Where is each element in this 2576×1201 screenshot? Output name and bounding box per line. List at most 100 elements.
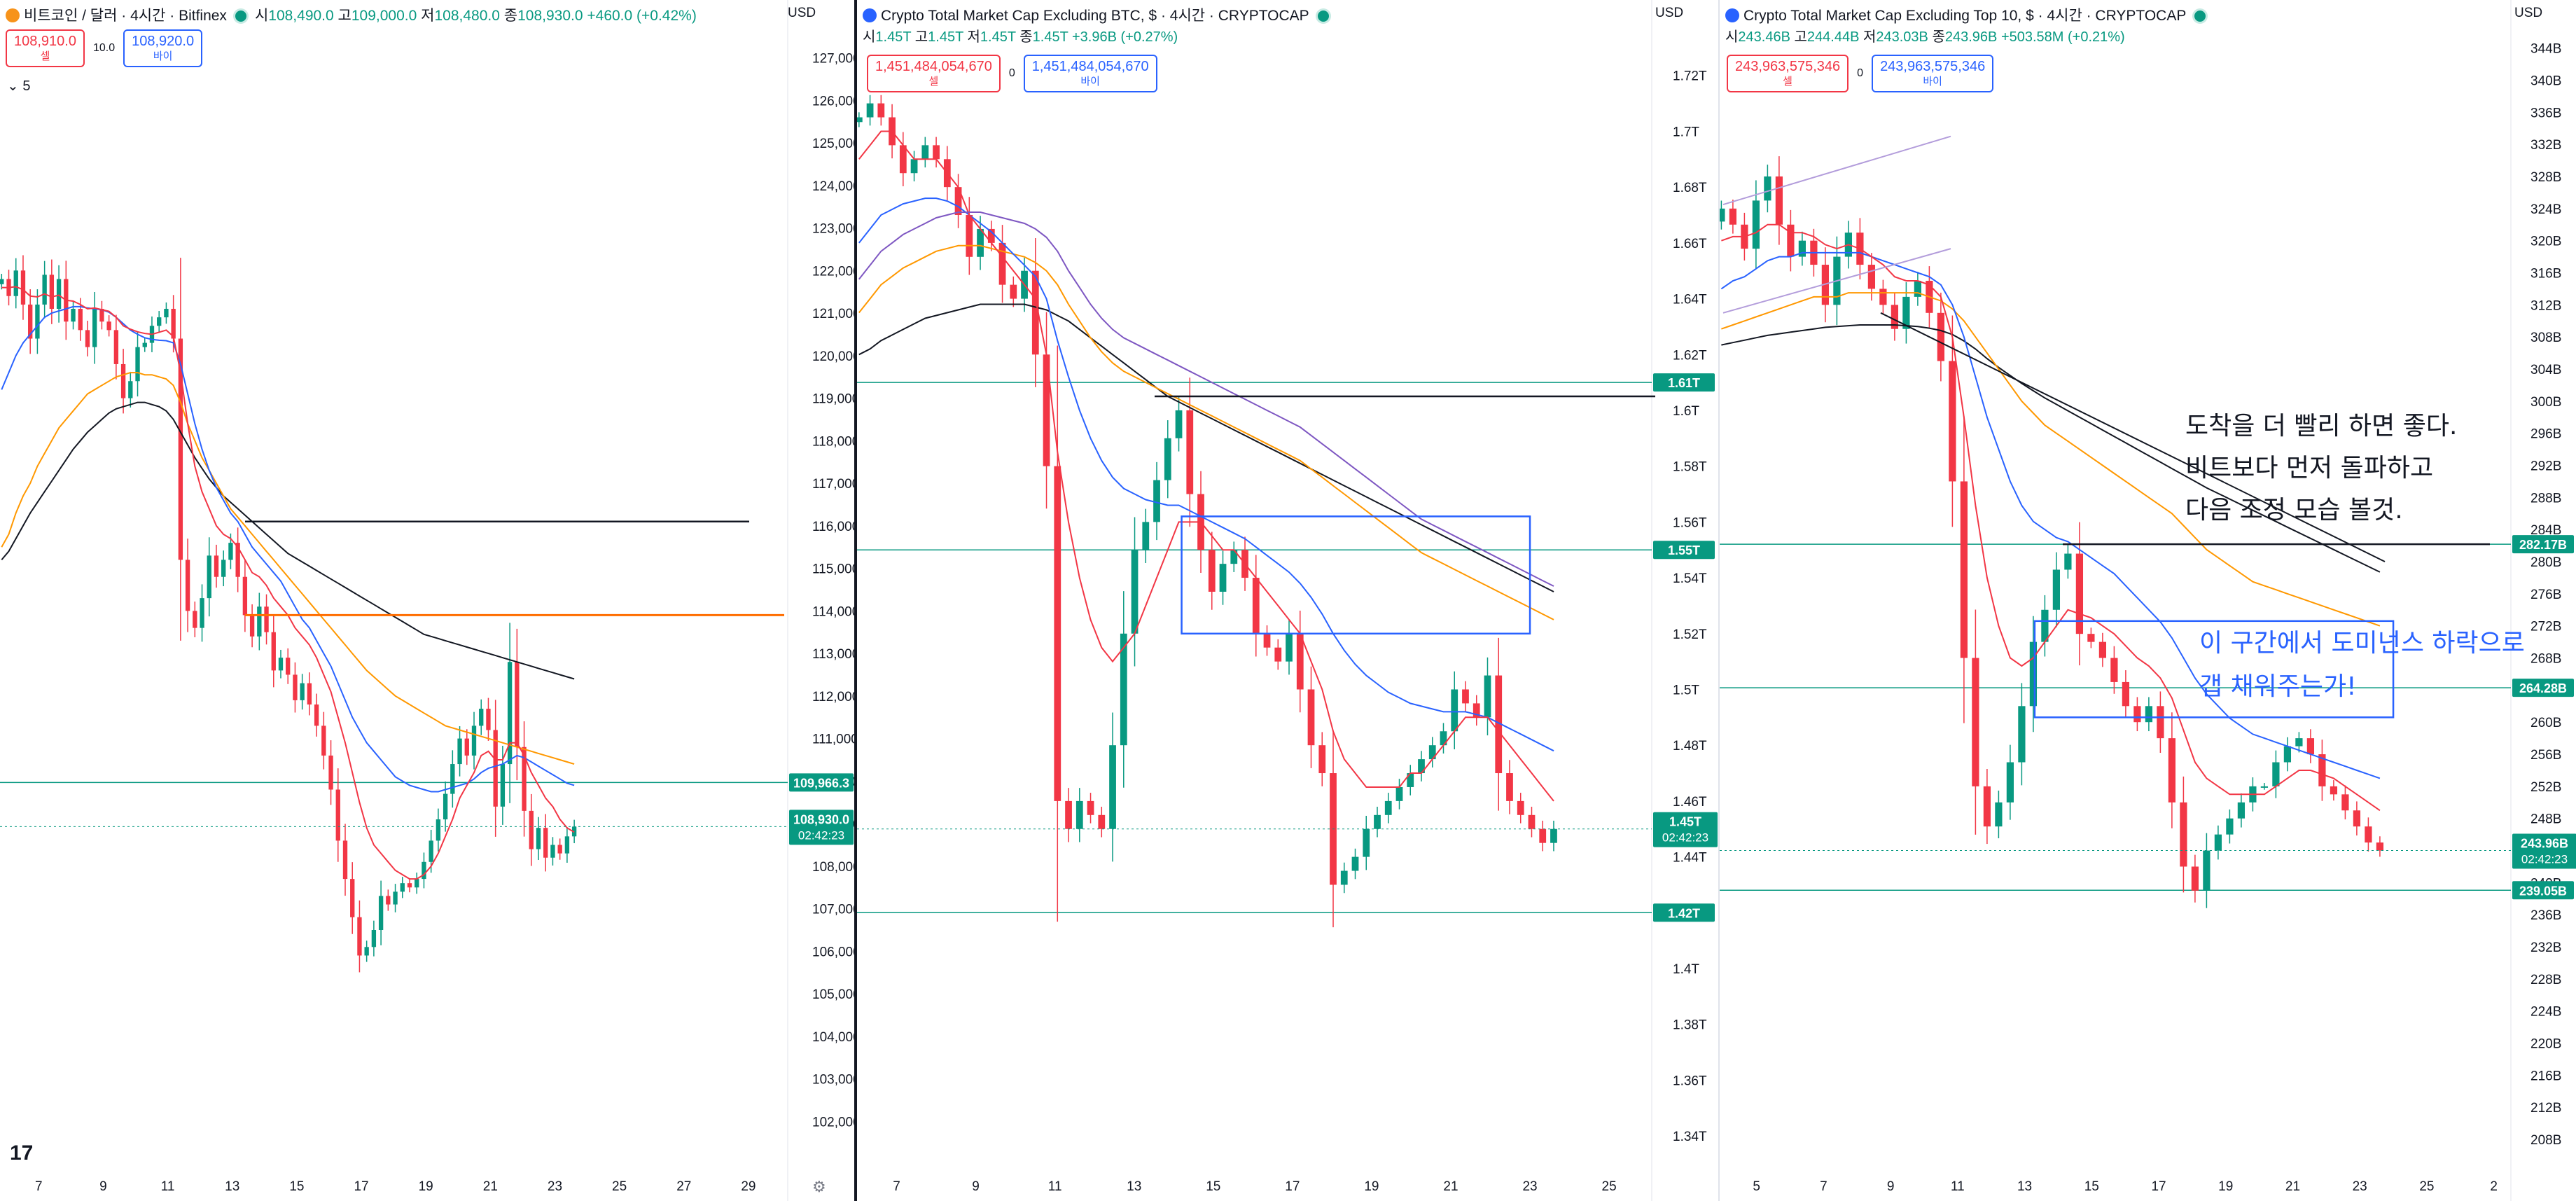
bitcoin-icon (6, 8, 20, 22)
chart-canvas-btc[interactable]: 127,000.0 126,000.0 125,000.0 124,000.0 123,… (0, 0, 854, 1201)
candle-body (1120, 633, 1127, 746)
symbol-header[interactable]: Crypto Total Market Cap Excluding Top 10… (1725, 4, 2214, 25)
candle-body (1351, 856, 1359, 871)
candle-body (85, 330, 90, 347)
chart-canvas-others[interactable]: 344B 340B 336B 332B 328B 324B 320B 316B 312B 308B… (1720, 0, 2576, 1201)
x-tick-label: 15 (2084, 1179, 2099, 1194)
y-tick-label: 118,000.0 (812, 434, 854, 449)
sell-button[interactable]: 1,451,484,054,670 셀 (867, 55, 1001, 92)
candle-body (42, 275, 47, 305)
candle-body (1867, 265, 1876, 289)
sell-button[interactable]: 243,963,575,346 셀 (1727, 55, 1849, 92)
x-tick-label: 13 (225, 1179, 239, 1194)
candle-body (1983, 786, 1991, 827)
candle-body (28, 304, 33, 339)
x-tick-label: 19 (2218, 1179, 2233, 1194)
currency-label[interactable]: USD (788, 6, 816, 20)
symbol-header[interactable]: 비트코인 / 달러 · 4시간 · Bitfinex 시108,490.0 고10… (6, 4, 697, 25)
pane-divider[interactable] (1718, 0, 1720, 1201)
candle-body (2226, 818, 2234, 835)
y-tick-label: 1.62T (1673, 348, 1707, 363)
candle-body (207, 555, 211, 599)
candle-body (2214, 834, 2222, 851)
candle-body (1720, 208, 1725, 222)
candle-body (500, 764, 506, 807)
candle-body (1949, 361, 1956, 482)
ohlc-line: 시108,490.0 고109,000.0 저108,480.0 종108,93… (254, 8, 697, 24)
candle-body (2353, 810, 2361, 827)
y-tick-label: 126,000.0 (812, 94, 854, 109)
candle-body (486, 709, 491, 730)
chart-canvas-total2[interactable]: 1.72T 1.7T 1.68T 1.66T 1.64T 1.62T 1.6T 1.58T 1.… (857, 0, 1718, 1201)
y-tick-label: 1.66T (1673, 237, 1707, 251)
y-tick-label: 344B (2530, 42, 2561, 57)
current-price-label: 243.96B (2521, 837, 2568, 851)
buy-button[interactable]: 243,963,575,346 바이 (1872, 55, 1994, 92)
candle-body (71, 308, 76, 322)
candle-body (422, 861, 426, 880)
x-tick-label: 17 (2151, 1179, 2166, 1194)
price-level-badge (2512, 881, 2574, 900)
candle-body (2018, 706, 2026, 763)
candle-body (857, 117, 863, 123)
candle-body (921, 145, 929, 160)
candle-body (1010, 284, 1017, 299)
candle-body (1208, 550, 1216, 592)
candle-body (2029, 641, 2038, 707)
y-tick-label: 124,000.0 (812, 179, 854, 194)
candle-body (1550, 828, 1557, 843)
tradingview-logo-icon[interactable]: 17 (10, 1141, 34, 1165)
candle-body (507, 662, 513, 765)
y-tick-label: 320B (2530, 235, 2561, 249)
chart-pane-total2[interactable]: Crypto Total Market Cap Excluding BTC, $… (857, 0, 1718, 1201)
candle-body (2283, 746, 2292, 763)
candle-body (128, 381, 133, 398)
candle-body (393, 891, 398, 905)
pane-divider[interactable] (854, 0, 857, 1201)
chart-pane-others[interactable]: Crypto Total Market Cap Excluding Top 10… (1720, 0, 2576, 1201)
candle-body (2133, 706, 2141, 723)
candle-body (1539, 828, 1547, 843)
currency-label[interactable]: USD (2514, 6, 2543, 20)
candle-body (300, 683, 305, 700)
buy-button[interactable]: 1,451,484,054,670 바이 (1023, 55, 1157, 92)
candle-body (2191, 866, 2199, 891)
y-tick-label: 256B (2530, 748, 2561, 763)
candle-body (2157, 706, 2164, 739)
candle-body (1462, 689, 1469, 704)
x-tick-label: 11 (1048, 1179, 1062, 1194)
y-tick-label: 1.58T (1673, 460, 1707, 475)
y-tick-label: 103,000.0 (812, 1073, 854, 1088)
candle-body (522, 747, 527, 811)
candle-body (378, 896, 384, 930)
annotation-text: 갭 채워주는가! (2199, 672, 2357, 701)
trade-buttons: 243,963,575,346 셀 0 243,963,575,346 바이 (1727, 55, 1994, 92)
y-tick-label: 116,000.0 (812, 520, 854, 534)
y-tick-label: 236B (2530, 908, 2561, 923)
currency-label[interactable]: USD (1655, 6, 1684, 20)
candle-body (264, 606, 269, 632)
sell-button[interactable]: 108,910.0 셀 (6, 29, 85, 67)
drawn-rectangle (2033, 620, 2395, 718)
candle-body (350, 879, 355, 917)
y-tick-label: 111,000.0 (812, 733, 854, 747)
settings-gear-icon[interactable]: ⚙ (812, 1178, 826, 1195)
chart-pane-btc[interactable]: 비트코인 / 달러 · 4시간 · Bitfinex 시108,490.0 고10… (0, 0, 854, 1201)
candle-body (1506, 773, 1513, 801)
candle-body (899, 145, 907, 174)
y-tick-label: 312B (2530, 298, 2561, 313)
candle-body (1729, 208, 1737, 225)
indicators-collapse-toggle[interactable]: ⌄ 5 (7, 78, 31, 94)
price-level-label: 282.17B (2519, 538, 2567, 552)
ma-mid-line (1720, 251, 2381, 779)
price-level-label: 1.55T (1668, 543, 1700, 557)
ma-slow-line (1, 372, 575, 765)
candle-body (2306, 738, 2315, 755)
y-tick-label: 292B (2530, 459, 2561, 474)
candle-body (1407, 773, 1414, 787)
symbol-header[interactable]: Crypto Total Market Cap Excluding BTC, $… (863, 4, 1337, 25)
candle-body (1473, 703, 1480, 718)
x-tick-label: 13 (1127, 1179, 1141, 1194)
candle-body (2330, 786, 2338, 795)
buy-button[interactable]: 108,920.0 바이 (123, 29, 203, 67)
